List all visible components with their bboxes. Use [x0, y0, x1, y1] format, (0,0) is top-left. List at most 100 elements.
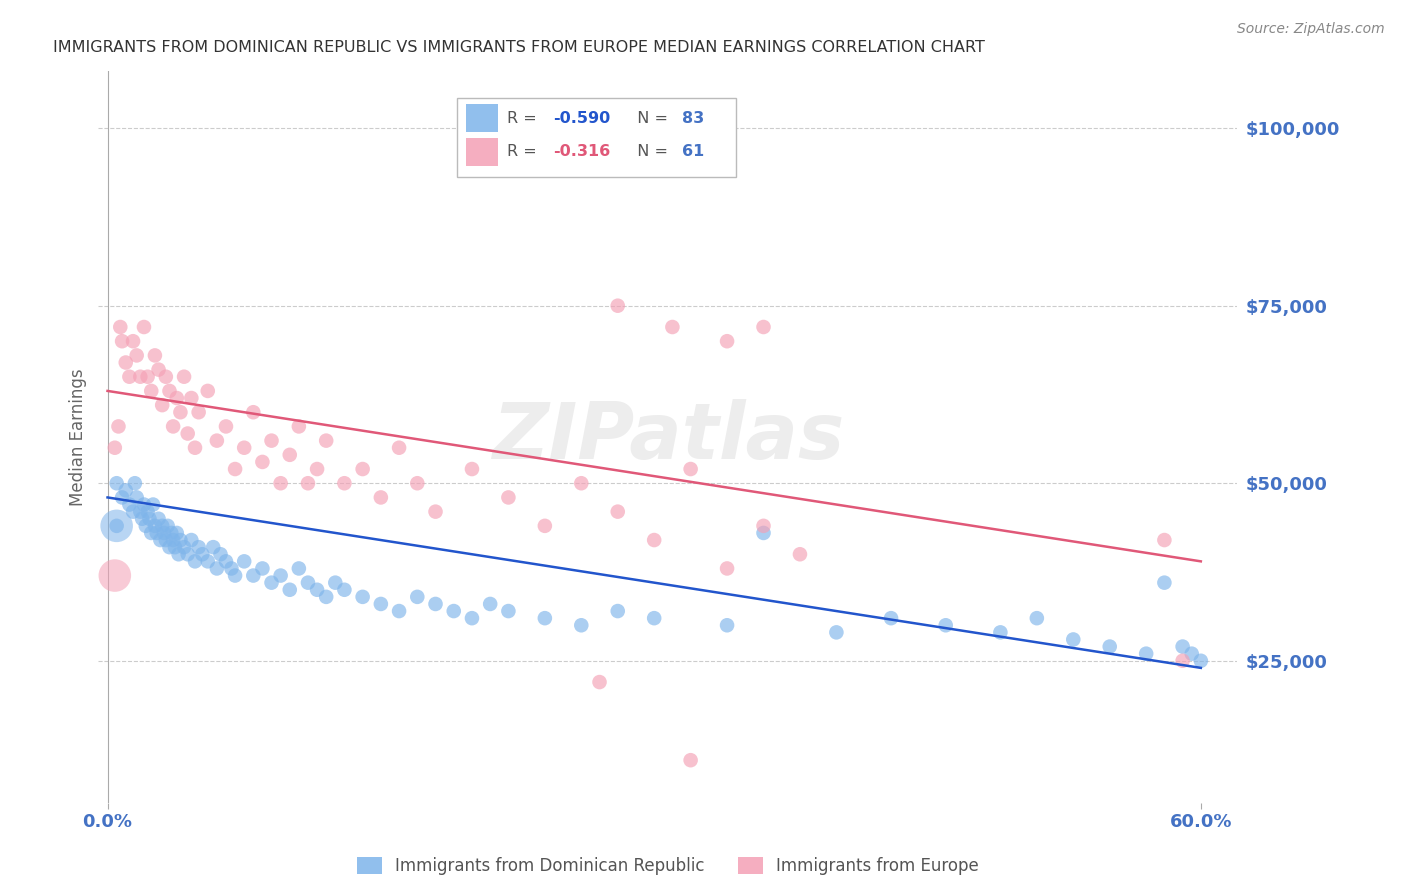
- Point: [388, 604, 411, 618]
- Point: [1171, 654, 1194, 668]
- Point: [104, 568, 127, 582]
- Point: [278, 448, 301, 462]
- Point: [716, 334, 738, 349]
- Point: [166, 391, 188, 405]
- Point: [122, 334, 145, 349]
- Legend: Immigrants from Dominican Republic, Immigrants from Europe: Immigrants from Dominican Republic, Immi…: [357, 856, 979, 875]
- Point: [150, 519, 173, 533]
- Point: [333, 476, 356, 491]
- Point: [661, 320, 683, 334]
- Point: [288, 419, 311, 434]
- Point: [187, 540, 209, 554]
- Point: [315, 590, 337, 604]
- Text: 83: 83: [682, 111, 704, 126]
- Point: [135, 519, 157, 533]
- Point: [205, 434, 228, 448]
- Point: [270, 568, 292, 582]
- Point: [162, 419, 184, 434]
- Point: [125, 348, 148, 362]
- Point: [221, 561, 243, 575]
- Y-axis label: Median Earnings: Median Earnings: [69, 368, 87, 506]
- Point: [136, 369, 159, 384]
- Point: [752, 525, 775, 540]
- Point: [184, 554, 207, 568]
- Point: [752, 320, 775, 334]
- Bar: [467, 138, 498, 166]
- Point: [105, 476, 128, 491]
- Point: [169, 533, 191, 547]
- Point: [370, 597, 392, 611]
- Point: [588, 675, 610, 690]
- Point: [880, 611, 903, 625]
- Point: [131, 512, 153, 526]
- Point: [333, 582, 356, 597]
- Point: [569, 618, 592, 632]
- Point: [297, 476, 319, 491]
- Text: N =: N =: [627, 145, 673, 160]
- Point: [606, 505, 628, 519]
- Point: [252, 561, 274, 575]
- Point: [352, 590, 374, 604]
- Point: [159, 540, 181, 554]
- Point: [242, 405, 264, 419]
- Point: [224, 568, 246, 582]
- Point: [177, 547, 200, 561]
- Point: [1171, 640, 1194, 654]
- Point: [184, 441, 207, 455]
- Point: [233, 554, 256, 568]
- Point: [233, 441, 256, 455]
- Point: [388, 441, 411, 455]
- Point: [679, 462, 702, 476]
- Point: [167, 547, 190, 561]
- Point: [406, 476, 429, 491]
- Text: -0.316: -0.316: [553, 145, 610, 160]
- Point: [105, 519, 128, 533]
- Point: [114, 355, 136, 369]
- Point: [1153, 533, 1175, 547]
- Point: [716, 618, 738, 632]
- Point: [197, 384, 219, 398]
- Point: [569, 476, 592, 491]
- Point: [1062, 632, 1084, 647]
- Point: [129, 505, 152, 519]
- Point: [1135, 647, 1157, 661]
- Point: [242, 568, 264, 582]
- Point: [1181, 647, 1204, 661]
- Point: [118, 369, 141, 384]
- Point: [111, 334, 134, 349]
- Point: [606, 299, 628, 313]
- Point: [498, 604, 520, 618]
- Point: [288, 561, 311, 575]
- Point: [138, 512, 160, 526]
- Point: [1025, 611, 1047, 625]
- Point: [202, 540, 225, 554]
- Text: R =: R =: [508, 145, 543, 160]
- Point: [136, 505, 159, 519]
- Point: [148, 362, 170, 376]
- Point: [752, 519, 775, 533]
- Point: [180, 533, 202, 547]
- Point: [156, 519, 179, 533]
- Point: [307, 582, 329, 597]
- Point: [150, 398, 173, 412]
- Point: [177, 426, 200, 441]
- Point: [122, 505, 145, 519]
- Point: [166, 525, 188, 540]
- Point: [1189, 654, 1212, 668]
- Point: [209, 547, 232, 561]
- Point: [197, 554, 219, 568]
- Point: [461, 611, 484, 625]
- Point: [215, 419, 238, 434]
- Point: [215, 554, 238, 568]
- Text: R =: R =: [508, 111, 543, 126]
- Point: [825, 625, 848, 640]
- Point: [105, 519, 128, 533]
- Point: [145, 525, 167, 540]
- Point: [935, 618, 957, 632]
- Point: [104, 441, 127, 455]
- Point: [270, 476, 292, 491]
- Point: [307, 462, 329, 476]
- Point: [129, 369, 152, 384]
- Point: [461, 462, 484, 476]
- Point: [498, 491, 520, 505]
